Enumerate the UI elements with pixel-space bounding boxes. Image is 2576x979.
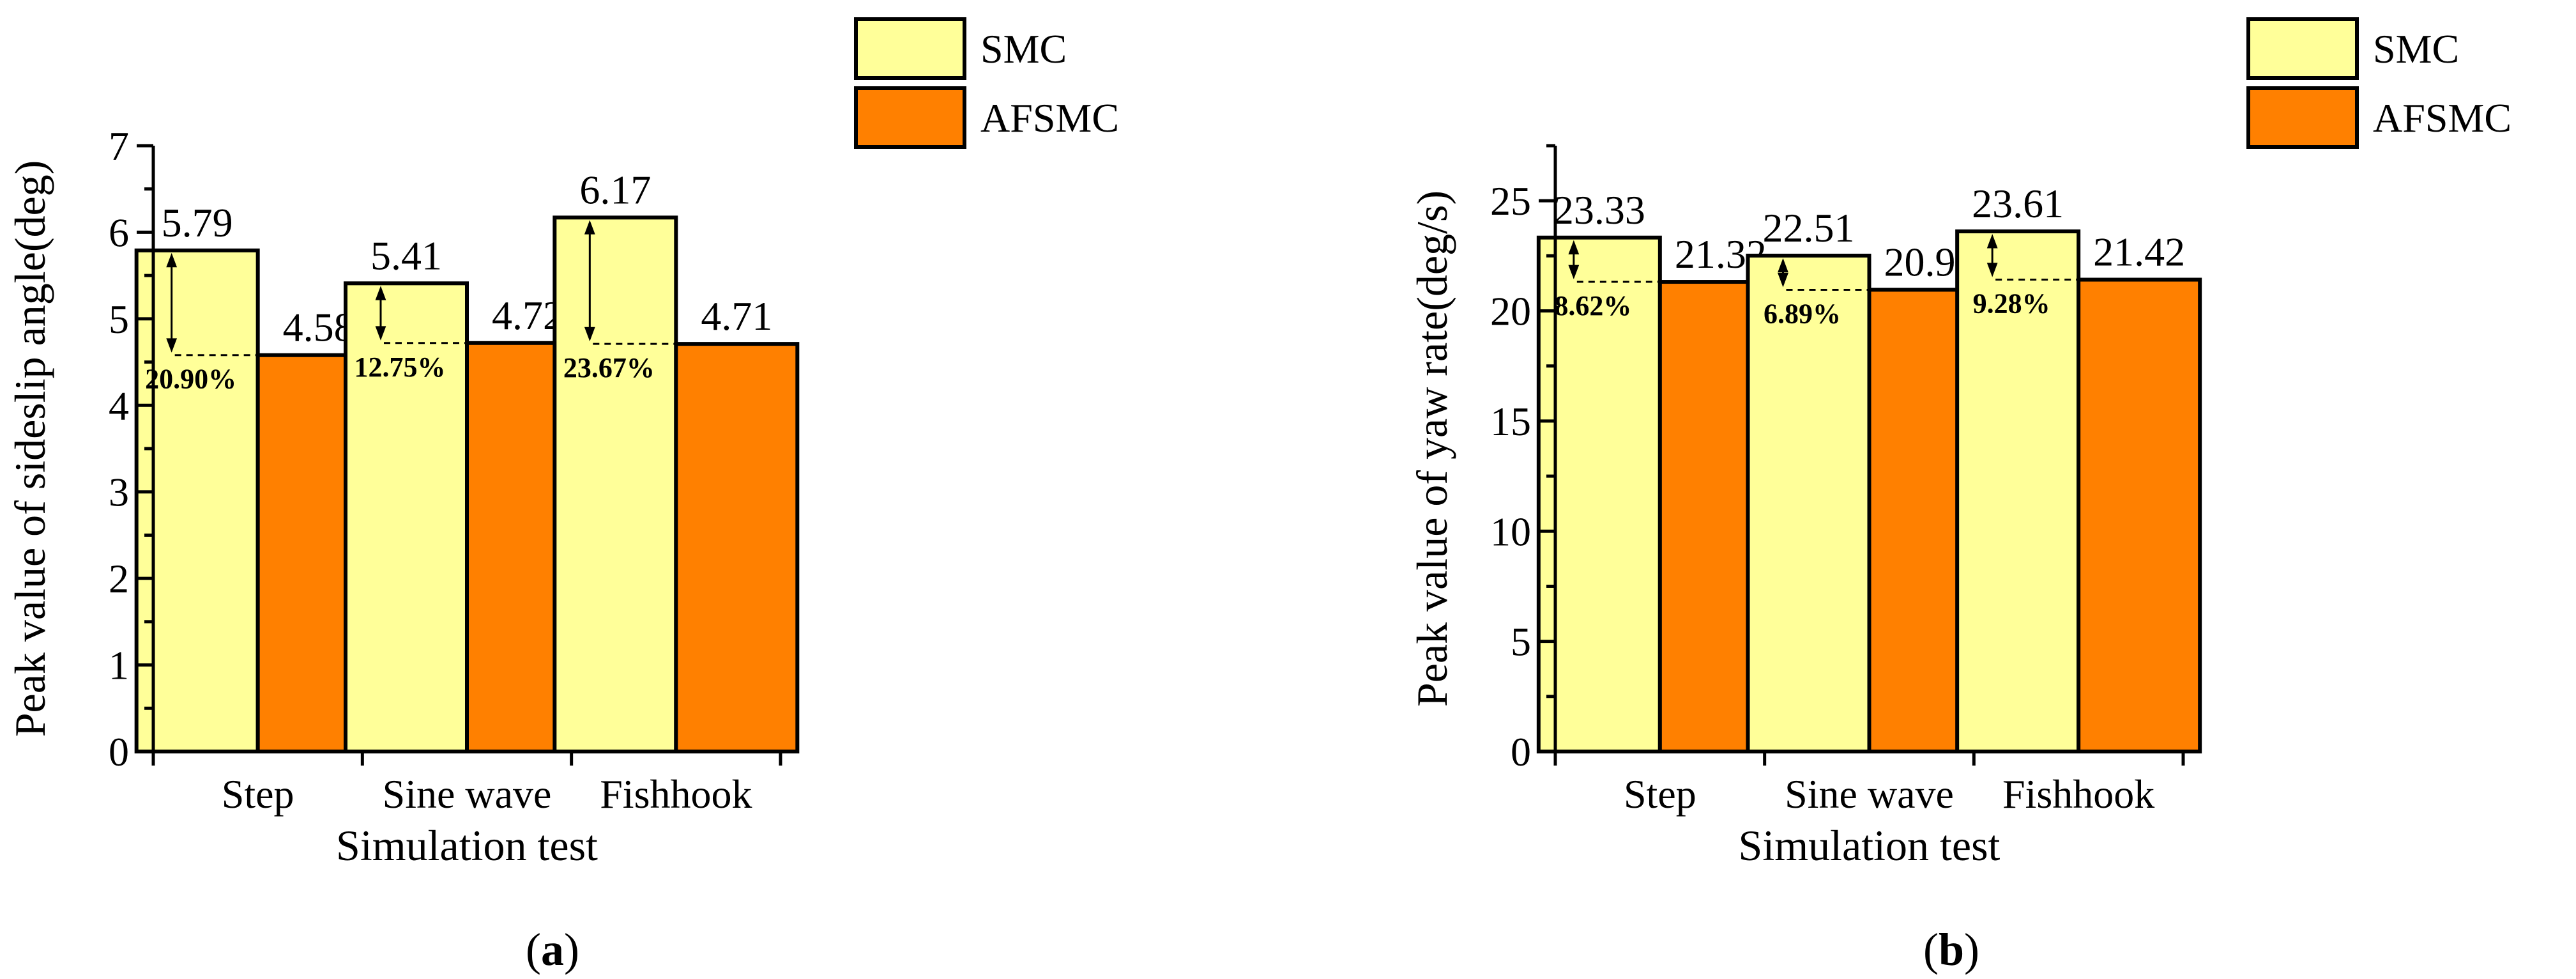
- value-label-afsmc-1: 4.72: [492, 293, 563, 338]
- x-tick-label-1: Sine wave: [1785, 771, 1954, 817]
- arrowhead-down-2: [1986, 263, 1998, 277]
- y-tick-label-5: 25: [1490, 178, 1531, 224]
- y-tick-label-3: 15: [1490, 399, 1531, 444]
- x-axis-title: Simulation test: [1739, 821, 2001, 870]
- value-label-smc-2: 6.17: [579, 167, 651, 212]
- bar-smc-2: [1955, 229, 2081, 753]
- y-tick-label-0: 0: [109, 729, 129, 775]
- bar-afsmc-2: [674, 342, 800, 753]
- caption-open: (: [1923, 924, 1939, 975]
- legend-label-smc: SMC: [980, 26, 1067, 72]
- legend-swatch-afsmc: [2246, 86, 2359, 149]
- reduction-label-0: 20.90%: [145, 364, 236, 395]
- bar-smc-0: [1536, 235, 1662, 753]
- legend: SMC AFSMC: [2246, 17, 2511, 149]
- y-axis-title: Peak value of yaw rate(deg/s): [1408, 190, 1456, 707]
- value-label-afsmc-2: 4.71: [701, 293, 772, 339]
- bar-smc-0: [134, 248, 260, 753]
- x-tick-label-2: Fishhook: [600, 771, 752, 817]
- caption-close: ): [1964, 924, 1979, 975]
- y-tick-label-7: 7: [109, 123, 129, 169]
- caption-close: ): [564, 924, 579, 975]
- caption-letter: a: [541, 924, 564, 975]
- arrowhead-up-2: [584, 220, 595, 235]
- legend-label-smc: SMC: [2373, 26, 2459, 72]
- value-label-smc-2: 23.61: [1972, 181, 2064, 226]
- bar-smc-1: [1746, 254, 1871, 753]
- arrowhead-down-0: [166, 338, 178, 353]
- reduction-label-1: 6.89%: [1764, 298, 1841, 329]
- arrowhead-up-2: [1986, 234, 1998, 249]
- arrowhead-down-1: [1778, 273, 1788, 288]
- x-tick-label-0: Step: [1624, 771, 1696, 817]
- reduction-label-2: 23.67%: [563, 352, 655, 383]
- x-tick-label-0: Step: [222, 771, 294, 817]
- y-tick-label-2: 2: [109, 556, 129, 601]
- y-tick-label-3: 3: [109, 470, 129, 515]
- arrowhead-up-0: [1568, 240, 1580, 255]
- y-tick-label-5: 5: [109, 297, 129, 342]
- y-tick-label-1: 1: [109, 643, 129, 688]
- panel-caption: (a): [526, 924, 579, 975]
- value-label-afsmc-2: 21.42: [2093, 229, 2185, 275]
- x-tick-label-1: Sine wave: [383, 771, 552, 817]
- arrowhead-up-1: [1778, 258, 1788, 273]
- value-label-smc-1: 5.41: [370, 233, 442, 278]
- y-axis-title: Peak value of sideslip angle(deg): [6, 160, 54, 737]
- y-tick-label-4: 4: [109, 383, 129, 428]
- legend: SMC AFSMC: [854, 17, 1119, 149]
- y-tick-label-2: 10: [1490, 509, 1531, 554]
- value-label-smc-0: 23.33: [1553, 187, 1645, 233]
- bar-afsmc-2: [2077, 277, 2202, 753]
- value-label-afsmc-0: 4.58: [283, 305, 354, 350]
- value-label-smc-1: 22.51: [1763, 205, 1855, 251]
- arrowhead-up-0: [166, 252, 178, 268]
- reduction-label-2: 9.28%: [1973, 288, 2050, 320]
- y-tick-label-0: 0: [1511, 729, 1531, 775]
- x-tick-label-2: Fishhook: [2002, 771, 2154, 817]
- legend-swatch-smc: [854, 17, 966, 80]
- y-tick-label-1: 5: [1511, 619, 1531, 665]
- reduction-label-0: 8.62%: [1554, 290, 1631, 321]
- legend-label-afsmc: AFSMC: [980, 95, 1119, 141]
- arrowhead-down-1: [375, 326, 386, 341]
- legend-label-afsmc: AFSMC: [2373, 95, 2511, 141]
- caption-letter: b: [1939, 924, 1964, 975]
- y-tick-label-4: 20: [1490, 289, 1531, 334]
- chart-panel-a: 5.79 4.58 20.90% Step 5.41 4.72 12.75% Sine wav…: [6, 17, 1119, 975]
- legend-swatch-smc: [2246, 17, 2359, 80]
- y-tick-label-6: 6: [109, 210, 129, 255]
- arrowhead-down-2: [584, 327, 595, 342]
- arrowhead-down-0: [1568, 265, 1580, 280]
- caption-open: (: [526, 924, 541, 975]
- arrowhead-up-1: [375, 286, 386, 300]
- panel-caption: (b): [1923, 924, 1979, 975]
- reduction-label-1: 12.75%: [354, 351, 446, 383]
- x-axis-title: Simulation test: [336, 821, 598, 870]
- legend-swatch-afsmc: [854, 86, 966, 149]
- value-label-smc-0: 5.79: [162, 200, 233, 245]
- bar-smc-2: [553, 215, 678, 753]
